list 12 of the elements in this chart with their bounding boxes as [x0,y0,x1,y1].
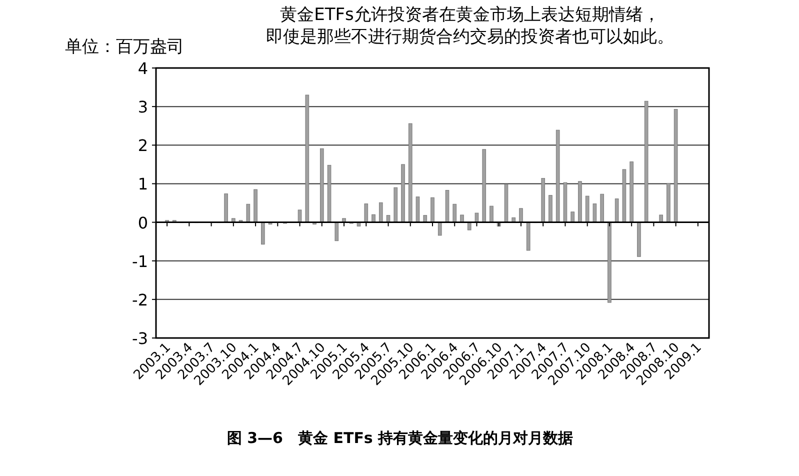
chart-subtitle: 即使是那些不进行期货合约交易的投资者也可以如此。 [266,27,674,47]
y-tick-label: 2 [138,136,148,156]
caption: 图 3—6 黄金 ETFs 持有黄金量变化的月对月数据 [226,429,574,447]
y-tick-label: -3 [132,329,148,348]
y-tick-label: 4 [138,59,148,78]
y-tick-label: -1 [132,252,148,271]
y-tick-label: 0 [138,213,148,232]
chart-title: 黄金ETFs允许投资者在黄金市场上表达短期情绪， [280,5,660,25]
y-tick-label: 1 [138,174,148,194]
y-axis-title: 单位：百万盎司 [65,37,184,57]
y-tick-label: -2 [132,290,148,310]
y-tick-label: 3 [138,98,148,117]
